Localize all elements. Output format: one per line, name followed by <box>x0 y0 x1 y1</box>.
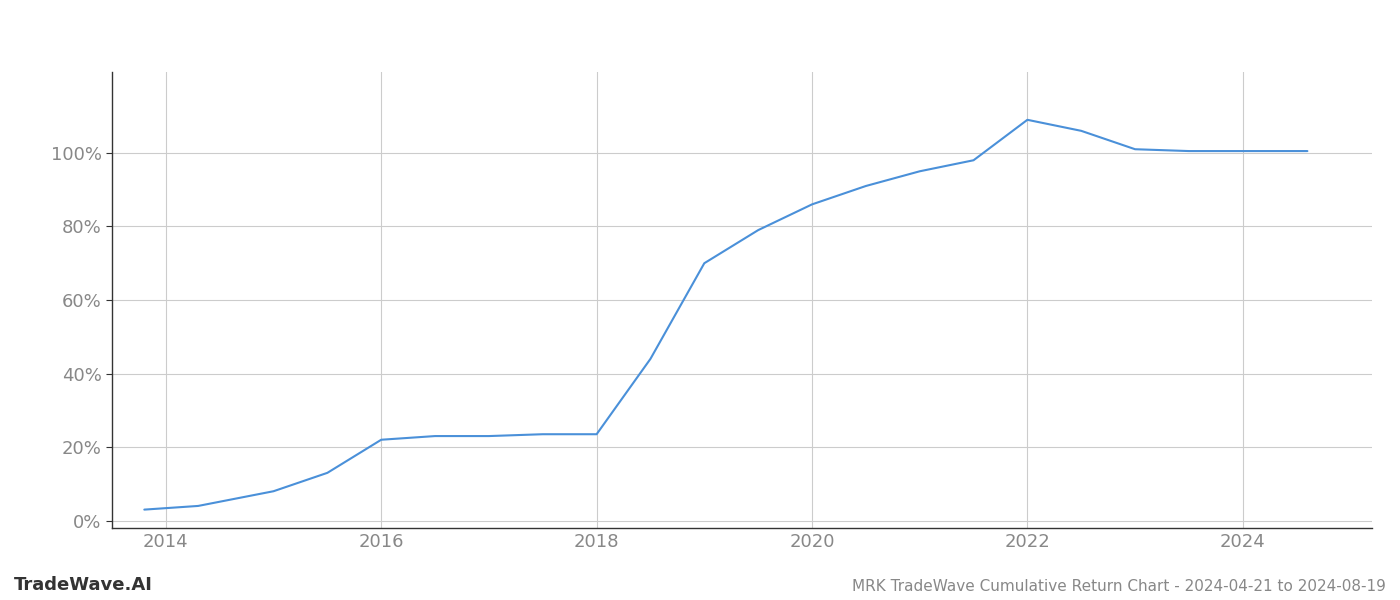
Text: MRK TradeWave Cumulative Return Chart - 2024-04-21 to 2024-08-19: MRK TradeWave Cumulative Return Chart - … <box>853 579 1386 594</box>
Text: TradeWave.AI: TradeWave.AI <box>14 576 153 594</box>
